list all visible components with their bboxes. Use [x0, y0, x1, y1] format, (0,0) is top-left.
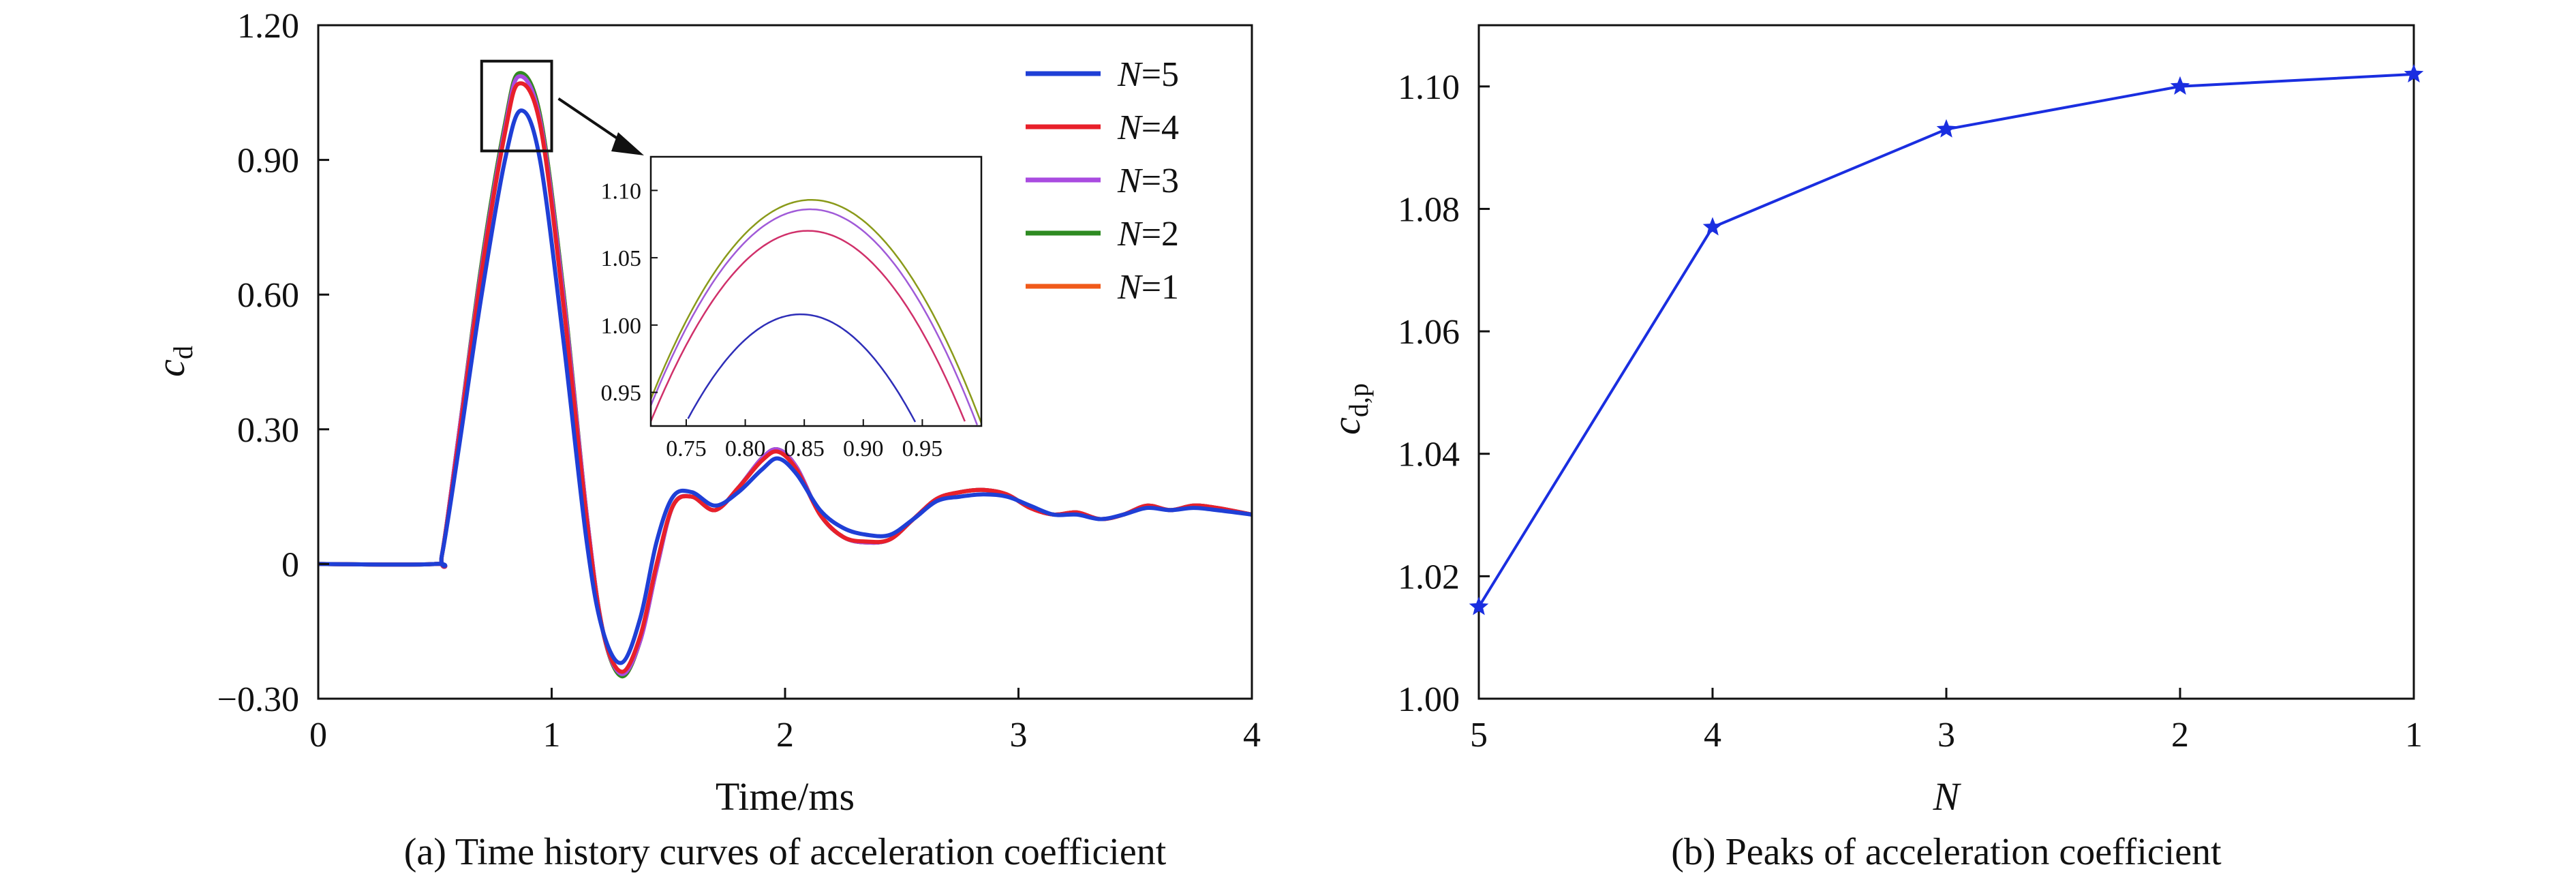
y-tick-label: 1.06	[1398, 313, 1460, 352]
x-tick-label: 1	[2405, 716, 2423, 755]
peak-marker-n5	[1469, 596, 1489, 616]
y-tick-label: 1.00	[1398, 680, 1460, 719]
inset-x-tick-label: 0.80	[725, 436, 766, 461]
panel-b-y-ticks: 1.00 1.02 1.04 1.06 1.08 1.10	[1398, 68, 1490, 719]
zoom-arrow-head	[611, 132, 644, 155]
y-tick-label: 1.02	[1398, 558, 1460, 596]
y-tick-label: 1.04	[1398, 436, 1460, 474]
legend-entry-n1: N=1	[1026, 268, 1179, 307]
peak-marker-n3	[1936, 119, 1957, 138]
inset-curve-3	[649, 208, 979, 425]
y-tick-label: −0.30	[217, 680, 299, 719]
panel-a-x-ticks: 0 1 2 3 4	[309, 688, 1261, 755]
inset-curve-1	[687, 313, 917, 423]
x-tick-label: 4	[1243, 716, 1261, 755]
inset-y-tick-label: 0.95	[601, 381, 642, 406]
x-tick-label: 0	[309, 716, 327, 755]
panel-a-caption: (a) Time history curves of acceleration …	[404, 831, 1167, 873]
panel-b-caption: (b) Peaks of acceleration coefficient	[1671, 831, 2222, 873]
inset-y-tick-label: 1.10	[601, 179, 642, 204]
zoom-box	[480, 59, 553, 153]
x-tick-label: 1	[543, 716, 561, 755]
panel-b: 5 4 3 2 1 1.00 1.02 1.04 1.06 1.08 1.10 N cd,p (b…	[1324, 24, 2424, 873]
inset-x-tick-label: 0.75	[666, 436, 707, 461]
legend-label-n5: N=5	[1117, 55, 1179, 94]
x-tick-label: 5	[1470, 716, 1488, 755]
x-tick-label: 3	[1937, 716, 1955, 755]
inset-y-ticks: 0.95 1.00 1.05 1.10	[601, 179, 658, 406]
y-tick-label: 0.90	[237, 142, 299, 181]
y-tick-label: 1.08	[1398, 190, 1460, 229]
inset-frame	[649, 155, 983, 427]
inset-x-tick-label: 0.95	[902, 436, 943, 461]
inset-y-tick-label: 1.00	[601, 314, 642, 339]
panel-a-series-group	[318, 71, 1253, 679]
series-line-1	[318, 108, 1253, 665]
inset-x-tick-label: 0.85	[784, 436, 825, 461]
legend-entry-n3: N=3	[1026, 162, 1179, 200]
panel-b-x-ticks: 5 4 3 2 1	[1470, 688, 2423, 755]
panel-a-x-axis-title: Time/ms	[716, 774, 855, 819]
y-tick-label: 0.60	[237, 276, 299, 315]
y-tick-label: 1.20	[237, 7, 299, 46]
x-tick-label: 4	[1704, 716, 1721, 755]
panel-b-series-group	[1469, 63, 2424, 616]
y-tick-label: 0.30	[237, 411, 299, 450]
legend-label-n3: N=3	[1117, 162, 1179, 200]
inset-curve-2	[649, 230, 966, 422]
panel-a-inset: 0.75 0.80 0.85 0.90 0.95 0.95 1.00 1.05 1.10	[601, 155, 983, 461]
inset-curve-4	[649, 198, 983, 424]
panel-a-zoom-indicator	[480, 59, 644, 155]
panel-a-legend: N=5 N=4 N=3 N=2 N=1	[1026, 55, 1179, 307]
legend-label-n2: N=2	[1117, 215, 1179, 254]
inset-y-tick-label: 1.05	[601, 246, 642, 271]
inset-x-ticks: 0.75 0.80 0.85 0.90 0.95	[666, 419, 942, 461]
peak-marker-n1	[2404, 63, 2424, 82]
inset-x-tick-label: 0.90	[843, 436, 884, 461]
y-tick-label: 1.10	[1398, 68, 1460, 107]
legend-label-n4: N=4	[1117, 108, 1179, 147]
x-tick-label: 3	[1010, 716, 1028, 755]
peak-marker-n2	[2170, 76, 2190, 95]
y-tick-label: 0	[281, 545, 299, 584]
legend-entry-n5: N=5	[1026, 55, 1179, 94]
peak-marker-n4	[1702, 217, 1723, 236]
x-tick-label: 2	[2171, 716, 2189, 755]
peak-series-line	[1477, 72, 2414, 608]
panel-b-x-axis-title: N	[1933, 774, 1962, 819]
panel-a-y-axis-title: cd	[149, 346, 198, 377]
inset-background	[651, 157, 981, 426]
legend-label-n1: N=1	[1117, 268, 1179, 307]
panel-b-y-axis-title: cd,p	[1324, 383, 1374, 435]
panel-a-y-ticks: −0.30 0 0.30 0.60 0.90 1.20	[217, 7, 329, 719]
x-tick-label: 2	[776, 716, 794, 755]
legend-entry-n4: N=4	[1026, 108, 1179, 147]
inset-series-group	[649, 198, 983, 425]
legend-entry-n2: N=2	[1026, 215, 1179, 254]
